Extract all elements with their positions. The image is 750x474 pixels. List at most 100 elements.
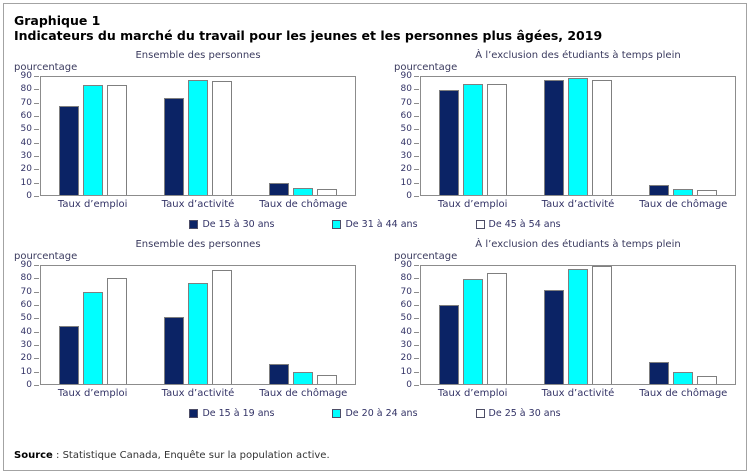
bar-group <box>250 266 355 384</box>
bar-de-20-à-24-ans <box>188 283 208 384</box>
y-tick-mark <box>414 371 419 373</box>
bar-group <box>146 77 251 195</box>
bar-de-25-à-30-ans <box>592 266 612 384</box>
source-note: Source : Statistique Canada, Enquête sur… <box>14 449 736 462</box>
x-axis-labels: Taux d’emploi Taux d’activité Taux de chôm… <box>40 388 356 399</box>
y-tick-label: 0 <box>406 380 412 390</box>
y-tick-mark <box>414 291 419 293</box>
y-tick-mark <box>34 358 39 360</box>
y-tick-mark <box>414 76 419 77</box>
y-tick-mark <box>34 155 39 157</box>
chart-row-bottom: Ensemble des personnes pourcentage 90 80 7… <box>14 239 736 399</box>
chart-row-top: Ensemble des personnes pourcentage 90 80 7… <box>14 50 736 210</box>
legend-item: De 31 à 44 ans <box>332 219 418 230</box>
y-tick-label: 90 <box>400 71 412 81</box>
bar-de-15-à-19-ans <box>268 364 289 384</box>
y-axis-label: pourcentage <box>14 251 78 262</box>
bar-de-15-à-19-ans <box>59 326 80 384</box>
y-tick-label: 50 <box>20 124 32 135</box>
y-tick-mark <box>414 169 419 171</box>
x-axis-category-label: Taux de chômage <box>639 199 728 210</box>
y-tick-label: 20 <box>20 353 32 364</box>
y-tick-mark <box>34 331 39 333</box>
y-tick-label: 40 <box>20 326 32 337</box>
y-tick-mark <box>414 182 419 184</box>
plot-area <box>40 265 356 385</box>
bar-de-20-à-24-ans <box>568 268 588 384</box>
y-tick-mark <box>34 142 39 144</box>
bar-de-45-à-54-ans <box>592 79 612 195</box>
chart-exclusion-ages-15-54: À l’exclusion des étudiants à temps plei… <box>394 50 736 210</box>
y-tick-label: 60 <box>20 110 32 121</box>
chart-title: À l’exclusion des étudiants à temps plei… <box>475 239 681 250</box>
plot-area <box>420 76 736 196</box>
legend-swatch <box>189 220 199 229</box>
bar-de-15-à-30-ans <box>648 184 669 195</box>
bar-de-15-à-30-ans <box>59 105 80 195</box>
y-tick-label: 20 <box>400 353 412 364</box>
y-tick-label: 30 <box>20 150 32 161</box>
y-tick-label: 30 <box>20 339 32 350</box>
y-tick-label: 50 <box>400 124 412 135</box>
x-axis-category-label: Taux d’activité <box>541 388 615 399</box>
bar-group <box>41 77 146 195</box>
y-tick-mark <box>34 129 39 131</box>
bar-group <box>630 266 735 384</box>
y-tick-label: 50 <box>20 313 32 324</box>
y-tick-label: 30 <box>400 150 412 161</box>
x-axis-labels: Taux d’emploi Taux d’activité Taux de chôm… <box>420 388 736 399</box>
legend-label: De 45 à 54 ans <box>488 219 561 230</box>
x-axis-category-label: Taux de chômage <box>259 388 348 399</box>
y-tick-mark <box>34 115 39 117</box>
x-axis-category-label: Taux d’activité <box>161 388 235 399</box>
bar-de-31-à-44-ans <box>83 84 104 195</box>
legend-item: De 20 à 24 ans <box>332 408 418 419</box>
y-tick-mark <box>414 278 419 280</box>
bar-de-25-à-30-ans <box>316 375 337 384</box>
bar-de-45-à-54-ans <box>696 189 717 195</box>
figure-frame: Graphique 1 Indicateurs du marché du tra… <box>3 3 747 471</box>
y-tick-mark <box>34 344 39 346</box>
y-tick-label: 10 <box>20 177 32 188</box>
x-axis-category-label: Taux de chômage <box>639 388 728 399</box>
y-tick-mark <box>34 196 39 197</box>
y-tick-mark <box>414 89 419 91</box>
y-tick-mark <box>34 371 39 373</box>
bar-de-15-à-30-ans <box>544 80 564 195</box>
y-tick-label: 10 <box>20 366 32 377</box>
y-tick-mark <box>414 129 419 131</box>
bar-de-25-à-30-ans <box>212 269 232 384</box>
x-axis-category-label: Taux d’emploi <box>57 199 128 210</box>
y-tick-label: 10 <box>400 177 412 188</box>
y-tick-label: 40 <box>20 137 32 148</box>
bar-de-15-à-30-ans <box>439 90 460 195</box>
x-axis-category-label: Taux d’emploi <box>437 388 508 399</box>
legend-label: De 15 à 19 ans <box>202 408 275 419</box>
y-tick-mark <box>414 344 419 346</box>
y-tick-label: 70 <box>20 286 32 297</box>
legend-swatch <box>475 409 485 418</box>
chart-body: 90 80 70 60 50 40 30 20 10 0 <box>394 71 736 201</box>
bar-de-31-à-44-ans <box>188 79 208 195</box>
x-axis-category-label: Taux d’emploi <box>437 199 508 210</box>
y-tick-label: 60 <box>400 299 412 310</box>
chart-ensemble-ages-15-30: Ensemble des personnes pourcentage 90 80 7… <box>14 239 356 399</box>
legend-item: De 45 à 54 ans <box>475 219 561 230</box>
legend-swatch <box>332 220 342 229</box>
bar-de-25-à-30-ans <box>696 376 717 384</box>
legend-label: De 20 à 24 ans <box>345 408 418 419</box>
figure-number: Graphique 1 <box>14 13 101 28</box>
bar-de-25-à-30-ans <box>487 272 508 384</box>
y-tick-label: 60 <box>20 299 32 310</box>
legend-label: De 25 à 30 ans <box>488 408 561 419</box>
y-tick-mark <box>34 304 39 306</box>
y-tick-mark <box>34 278 39 280</box>
bar-de-45-à-54-ans <box>316 189 337 195</box>
y-tick-label: 0 <box>406 191 412 201</box>
x-axis-category-label: Taux d’activité <box>541 199 615 210</box>
y-tick-label: 10 <box>400 366 412 377</box>
chart-title: À l’exclusion des étudiants à temps plei… <box>475 50 681 61</box>
legend-item: De 25 à 30 ans <box>475 408 561 419</box>
bar-group <box>421 266 526 384</box>
y-axis: 90 80 70 60 50 40 30 20 10 0 <box>14 71 40 201</box>
